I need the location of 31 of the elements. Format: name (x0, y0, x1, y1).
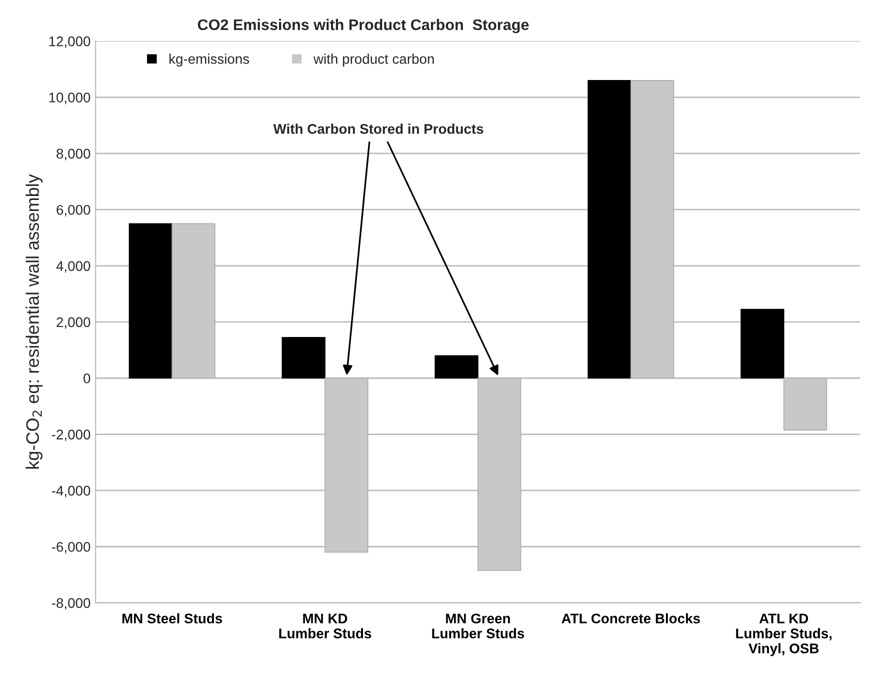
x-tick-label: MN KD Lumber Studs (279, 614, 372, 638)
y-tick-label: -6,000 (52, 542, 90, 554)
y-tick-label: 2,000 (56, 317, 90, 329)
legend-label: kg-emissions (169, 54, 250, 67)
y-tick-label: -4,000 (52, 486, 90, 498)
annotation: With Carbon Stored in Products (273, 124, 484, 134)
y-tick-label: 0 (84, 373, 90, 384)
bar (740, 308, 784, 379)
bar (630, 80, 674, 379)
bar (588, 80, 632, 379)
chart-title: CO2 Emissions with Product Carbon Storage (198, 18, 529, 34)
bar (172, 223, 216, 379)
y-tick-label: 8,000 (56, 148, 90, 160)
bar (282, 336, 326, 379)
x-tick-label: MN Green Lumber Studs (432, 614, 524, 638)
y-tick-label: 12,000 (49, 36, 90, 48)
y-tick-label: 6,000 (56, 204, 90, 216)
y-tick-label: -2,000 (52, 430, 90, 442)
y-tick-label: 10,000 (49, 92, 90, 104)
bar (478, 378, 522, 571)
x-tick-label: ATL KD Lumber Studs, Vinyl, OSB (736, 614, 832, 656)
bar (783, 378, 828, 430)
bar (434, 355, 478, 379)
y-tick-label: 4,000 (56, 261, 90, 273)
bar (324, 378, 368, 553)
bar (128, 223, 172, 379)
y-tick-label: -8,000 (52, 598, 90, 610)
legend-label: with product carbon (313, 54, 434, 67)
y-axis-title: kg-CO$_{2}$ eq: residential wall assembly (26, 174, 43, 469)
x-tick-label: ATL Concrete Blocks (562, 613, 700, 624)
x-tick-label: MN Steel Studs (122, 613, 222, 624)
